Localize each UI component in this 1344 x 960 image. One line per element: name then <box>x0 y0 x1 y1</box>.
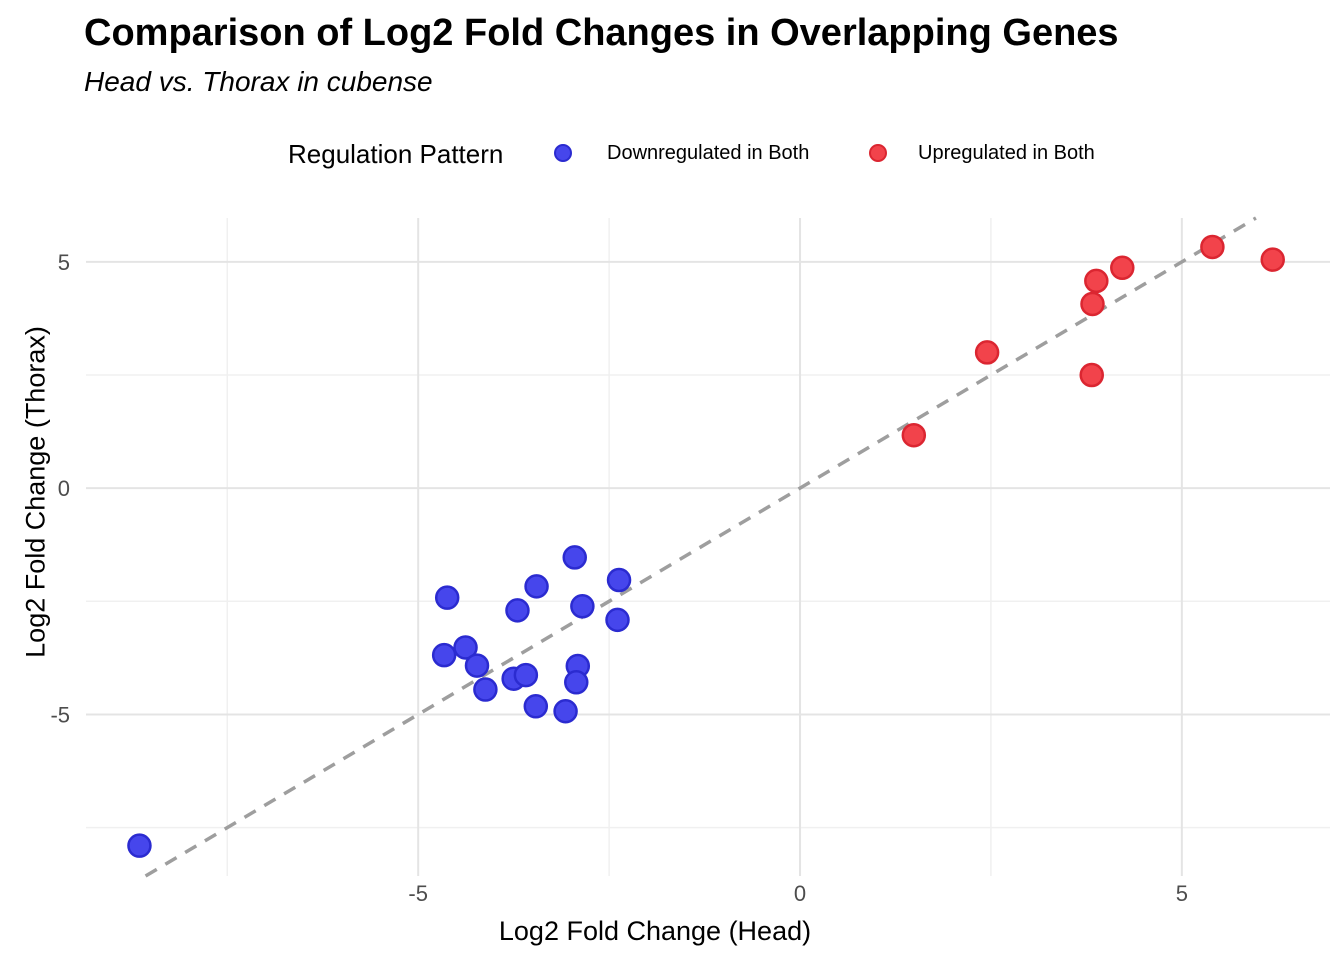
y-tick-label: -5 <box>50 702 70 727</box>
data-point <box>901 422 927 448</box>
data-point <box>127 833 152 858</box>
data-point <box>1110 255 1135 281</box>
x-axis-title: Log2 Fold Change (Head) <box>498 916 812 946</box>
y-axis-title: Log2 Fold Change (Thorax) <box>20 326 51 658</box>
data-point <box>473 677 498 702</box>
x-tick-label: -5 <box>408 881 428 906</box>
chart-subtitle: Head vs. Thorax in cubense <box>84 66 433 97</box>
x-tick-label: 0 <box>794 881 806 906</box>
data-point <box>553 699 578 724</box>
data-point <box>1084 268 1109 294</box>
data-point <box>562 545 587 570</box>
chart-title: Comparison of Log2 Fold Changes in Overl… <box>84 12 1119 54</box>
data-point <box>1260 247 1285 272</box>
data-point <box>453 635 478 660</box>
y-tick-label: 5 <box>58 250 70 275</box>
legend-label-downregulated: Downregulated in Both <box>607 142 810 164</box>
data-point <box>1079 362 1104 388</box>
data-point <box>605 607 630 633</box>
legend-title: Regulation Pattern <box>288 139 504 169</box>
data-point <box>523 694 549 719</box>
data-point <box>464 653 490 678</box>
data-point <box>1200 234 1225 260</box>
legend-marker-upregulated-icon <box>869 144 887 162</box>
data-point <box>1080 291 1105 317</box>
data-point <box>434 585 460 610</box>
data-point <box>431 642 457 668</box>
data-point <box>974 340 1000 365</box>
data-point <box>606 567 632 593</box>
legend-label-upregulated: Upregulated in Both <box>918 142 1095 164</box>
x-tick-label: 5 <box>1176 881 1188 906</box>
identity-reference-line <box>144 216 1257 878</box>
data-point <box>570 594 595 619</box>
data-point <box>564 670 589 695</box>
legend-marker-downregulated-icon <box>554 144 572 162</box>
data-point <box>513 662 539 688</box>
data-point <box>505 598 530 623</box>
data-point <box>524 574 549 599</box>
y-tick-label: 0 <box>58 476 70 501</box>
